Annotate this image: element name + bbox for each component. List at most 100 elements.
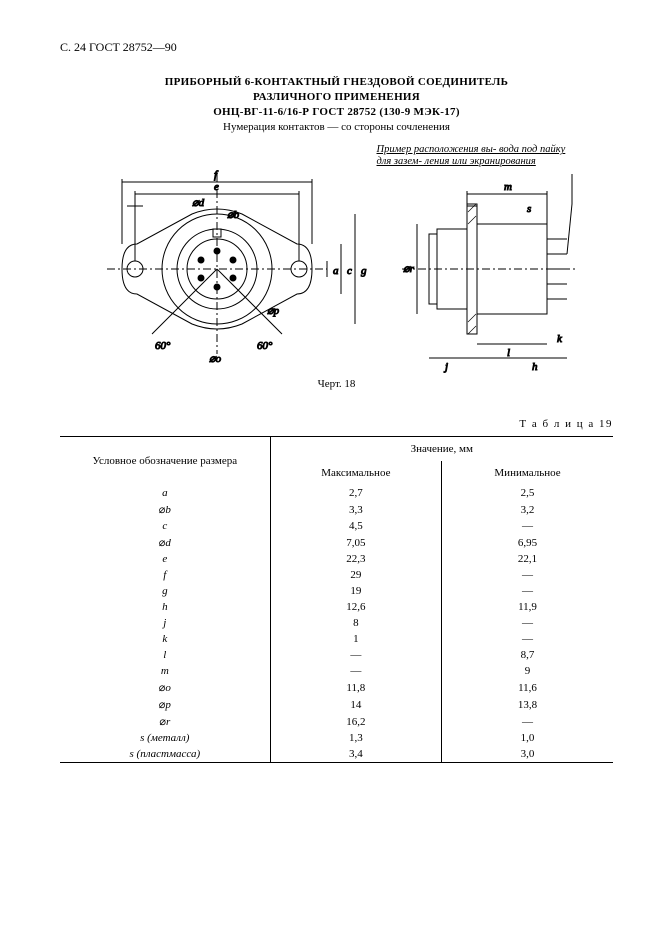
table-row: c4,5— bbox=[60, 518, 613, 534]
table-body: a2,72,5b3,33,2c4,5—d7,056,95e22,322,1f29… bbox=[60, 485, 613, 763]
table-label: Т а б л и ц а 19 bbox=[60, 418, 613, 430]
svg-text:60°: 60° bbox=[155, 340, 171, 352]
svg-text:e: e bbox=[214, 181, 219, 193]
svg-text:⌀o: ⌀o bbox=[209, 353, 222, 365]
cell-dim: k bbox=[60, 631, 270, 647]
cell-min: 9 bbox=[442, 663, 613, 679]
th-dim: Условное обозначение размера bbox=[60, 437, 270, 486]
cell-min: — bbox=[442, 615, 613, 631]
table-row: h12,611,9 bbox=[60, 599, 613, 615]
page-header: С. 24 ГОСТ 28752—90 bbox=[60, 40, 613, 55]
document-title: ПРИБОРНЫЙ 6-КОНТАКТНЫЙ ГНЕЗДОВОЙ СОЕДИНИ… bbox=[60, 75, 613, 134]
cell-max: 2,7 bbox=[270, 485, 441, 501]
cell-dim: g bbox=[60, 583, 270, 599]
cell-dim: s (пластмасса) bbox=[60, 746, 270, 763]
cell-min: — bbox=[442, 518, 613, 534]
cell-min: — bbox=[442, 713, 613, 730]
figure-note: Пример расположения вы- вода под пайку д… bbox=[377, 144, 577, 167]
cell-dim: p bbox=[60, 696, 270, 713]
svg-text:⌀b: ⌀b bbox=[227, 209, 240, 221]
table-row: f29— bbox=[60, 567, 613, 583]
svg-text:⌀d: ⌀d bbox=[192, 197, 205, 209]
cell-max: 16,2 bbox=[270, 713, 441, 730]
table-row: d7,056,95 bbox=[60, 534, 613, 551]
svg-text:h: h bbox=[532, 361, 538, 373]
cell-min: 3,2 bbox=[442, 501, 613, 518]
gost-document-page: С. 24 ГОСТ 28752—90 ПРИБОРНЫЙ 6-КОНТАКТН… bbox=[0, 0, 661, 936]
table-row: r16,2— bbox=[60, 713, 613, 730]
cell-dim: l bbox=[60, 647, 270, 663]
cell-max: 8 bbox=[270, 615, 441, 631]
cell-dim: a bbox=[60, 485, 270, 501]
cell-dim: m bbox=[60, 663, 270, 679]
cell-min: 1,0 bbox=[442, 730, 613, 746]
cell-min: 3,0 bbox=[442, 746, 613, 763]
table-row: a2,72,5 bbox=[60, 485, 613, 501]
cell-max: 14 bbox=[270, 696, 441, 713]
cell-dim: c bbox=[60, 518, 270, 534]
table-head: Условное обозначение размера Значение, м… bbox=[60, 437, 613, 486]
title-line-2: РАЗЛИЧНОГО ПРИМЕНЕНИЯ bbox=[60, 90, 613, 105]
title-line-1: ПРИБОРНЫЙ 6-КОНТАКТНЫЙ ГНЕЗДОВОЙ СОЕДИНИ… bbox=[60, 75, 613, 90]
cell-min: 11,6 bbox=[442, 679, 613, 696]
cell-min: 13,8 bbox=[442, 696, 613, 713]
connector-drawing: 60° 60° f e ⌀d ⌀b bbox=[77, 144, 597, 374]
cell-max: 1 bbox=[270, 631, 441, 647]
cell-max: 1,3 bbox=[270, 730, 441, 746]
svg-text:60°: 60° bbox=[257, 340, 273, 352]
cell-min: 11,9 bbox=[442, 599, 613, 615]
table-row: p1413,8 bbox=[60, 696, 613, 713]
dimensions-table: Условное обозначение размера Значение, м… bbox=[60, 436, 613, 763]
svg-text:l: l bbox=[507, 347, 510, 359]
svg-text:s: s bbox=[527, 203, 531, 215]
svg-text:⌀p: ⌀p bbox=[267, 305, 280, 317]
table-row: g19— bbox=[60, 583, 613, 599]
cell-max: 4,5 bbox=[270, 518, 441, 534]
cell-dim: e bbox=[60, 551, 270, 567]
cell-min: 22,1 bbox=[442, 551, 613, 567]
cell-max: 11,8 bbox=[270, 679, 441, 696]
cell-max: 3,4 bbox=[270, 746, 441, 763]
cell-min: 6,95 bbox=[442, 534, 613, 551]
cell-min: — bbox=[442, 567, 613, 583]
cell-max: 29 bbox=[270, 567, 441, 583]
table-row: o11,811,6 bbox=[60, 679, 613, 696]
cell-dim: b bbox=[60, 501, 270, 518]
svg-text:c: c bbox=[347, 265, 352, 277]
title-line-3: ОНЦ-ВГ-11-6/16-Р ГОСТ 28752 (130-9 МЭК-1… bbox=[60, 105, 613, 120]
cell-max: 7,05 bbox=[270, 534, 441, 551]
svg-text:⌀r: ⌀r bbox=[403, 263, 415, 275]
cell-max: — bbox=[270, 663, 441, 679]
cell-min: 8,7 bbox=[442, 647, 613, 663]
table-row: k1— bbox=[60, 631, 613, 647]
table-row: s (пластмасса)3,43,0 bbox=[60, 746, 613, 763]
svg-text:a: a bbox=[333, 265, 339, 277]
table-row: b3,33,2 bbox=[60, 501, 613, 518]
cell-dim: h bbox=[60, 599, 270, 615]
th-max: Максимальное bbox=[270, 461, 441, 485]
figure-wrapper: Пример расположения вы- вода под пайку д… bbox=[77, 144, 597, 374]
cell-dim: o bbox=[60, 679, 270, 696]
th-value: Значение, мм bbox=[270, 437, 613, 462]
svg-text:m: m bbox=[504, 181, 512, 193]
figure-area: Пример расположения вы- вода под пайку д… bbox=[60, 144, 613, 374]
cell-min: — bbox=[442, 583, 613, 599]
cell-min: — bbox=[442, 631, 613, 647]
svg-text:f: f bbox=[214, 169, 219, 181]
table-row: m—9 bbox=[60, 663, 613, 679]
cell-max: 22,3 bbox=[270, 551, 441, 567]
cell-dim: s (металл) bbox=[60, 730, 270, 746]
svg-text:k: k bbox=[557, 333, 563, 345]
table-row: l—8,7 bbox=[60, 647, 613, 663]
table-row: j8— bbox=[60, 615, 613, 631]
svg-text:j: j bbox=[443, 361, 448, 373]
cell-max: 12,6 bbox=[270, 599, 441, 615]
cell-dim: d bbox=[60, 534, 270, 551]
cell-dim: j bbox=[60, 615, 270, 631]
cell-max: — bbox=[270, 647, 441, 663]
cell-min: 2,5 bbox=[442, 485, 613, 501]
title-sub: Нумерация контактов — со стороны сочлене… bbox=[60, 120, 613, 135]
cell-max: 19 bbox=[270, 583, 441, 599]
th-min: Минимальное bbox=[442, 461, 613, 485]
cell-max: 3,3 bbox=[270, 501, 441, 518]
